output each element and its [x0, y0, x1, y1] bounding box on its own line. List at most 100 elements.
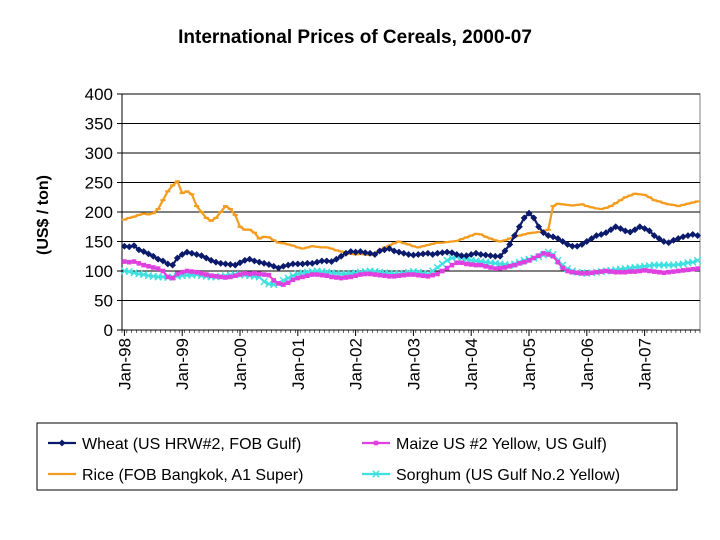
maize-point: [536, 253, 541, 258]
maize-point: [550, 253, 556, 259]
sorghum-point: [438, 260, 447, 268]
wheat-point: [255, 258, 263, 266]
wheat-point: [506, 240, 514, 249]
wheat-point: [323, 257, 331, 265]
maize-point: [411, 272, 416, 277]
y-tick-label: 150: [85, 233, 113, 252]
wheat-point: [226, 260, 234, 269]
wheat-point: [337, 252, 345, 260]
legend-item-sorghum: Sorghum (US Gulf No.2 Yellow): [362, 467, 620, 484]
wheat-point: [443, 248, 451, 256]
maize-point: [362, 271, 368, 277]
wheat-point: [501, 247, 509, 255]
maize-point: [478, 262, 484, 268]
wheat-point: [559, 237, 567, 246]
maize-point: [671, 269, 676, 274]
wheat-point: [660, 237, 668, 246]
wheat-point: [188, 249, 196, 257]
y-tick-label: 50: [94, 292, 113, 311]
wheat-point: [400, 249, 408, 257]
maize-point: [271, 278, 277, 283]
wheat-point: [612, 223, 620, 231]
maize-point: [608, 269, 614, 274]
maize-point: [353, 273, 358, 279]
wheat-point: [616, 224, 625, 233]
maize-point: [319, 272, 325, 278]
sorghum-point: [689, 258, 697, 266]
wheat-point: [361, 249, 369, 257]
y-tick-label: 250: [85, 174, 113, 193]
wheat-point: [236, 259, 244, 267]
wheat-point: [169, 261, 177, 269]
maize-point: [406, 272, 411, 277]
wheat-point: [332, 255, 340, 263]
y-tick-label: 400: [85, 85, 113, 104]
maize-point: [136, 261, 142, 266]
sorghum-point: [693, 256, 702, 265]
maize-point: [261, 272, 267, 277]
legend-label: Sorghum (US Gulf No.2 Yellow): [396, 467, 620, 484]
maize-point: [218, 274, 224, 280]
sorghum-point: [433, 263, 442, 272]
maize-point: [642, 268, 647, 273]
wheat-point: [202, 254, 210, 262]
maize-point: [565, 268, 570, 274]
wheat-point: [356, 247, 364, 256]
wheat-point: [159, 257, 167, 265]
maize-point: [492, 266, 498, 271]
y-axis-label: (US$ / ton): [35, 175, 52, 255]
maize-point: [247, 271, 252, 277]
wheat-point: [645, 227, 653, 235]
maize-point: [155, 266, 161, 271]
maize-point: [295, 275, 301, 281]
y-tick-label: 0: [104, 321, 113, 340]
maize-point: [685, 267, 691, 273]
wheat-point: [458, 252, 466, 260]
x-tick-label: Jan-06: [578, 338, 597, 390]
maize-point: [276, 281, 281, 286]
maize-point: [367, 271, 373, 277]
wheat-point: [477, 250, 485, 259]
wheat-point: [655, 234, 663, 243]
sorghum-point: [443, 256, 451, 265]
maize-point: [285, 280, 291, 286]
x-tick-label: Jan-01: [289, 338, 308, 390]
wheat-point: [482, 251, 490, 259]
maize-point: [468, 262, 474, 267]
wheat-point: [250, 257, 259, 265]
legend-swatch-marker: [373, 440, 379, 446]
wheat-point: [689, 230, 697, 238]
x-tick-label: Jan-99: [173, 338, 192, 390]
maize-point: [179, 269, 185, 275]
wheat-point: [530, 214, 538, 222]
series-maize: [122, 251, 700, 287]
maize-point: [454, 260, 460, 266]
maize-point: [507, 263, 513, 269]
maize-point: [647, 268, 652, 274]
wheat-point: [641, 224, 649, 233]
y-tick-label: 350: [85, 115, 113, 134]
wheat-point: [144, 250, 153, 258]
maize-point: [300, 274, 305, 280]
maize-point: [256, 271, 262, 277]
maize-point: [213, 274, 219, 279]
maize-point: [194, 269, 199, 275]
maize-point: [666, 269, 671, 275]
y-tick-label: 100: [85, 262, 113, 281]
x-tick-label: Jan-07: [636, 338, 655, 390]
maize-point: [584, 271, 590, 276]
wheat-point: [197, 252, 206, 260]
legend-swatch-marker: [58, 439, 66, 447]
maize-point: [396, 273, 402, 279]
maize-point: [440, 268, 445, 274]
wheat-point: [544, 232, 552, 240]
maize-point: [464, 261, 469, 267]
maize-point: [656, 269, 662, 275]
maize-point: [223, 275, 228, 280]
maize-point: [160, 268, 166, 274]
maize-point: [613, 269, 619, 275]
maize-point: [570, 269, 575, 275]
wheat-point: [327, 258, 336, 266]
y-tick-label: 300: [85, 144, 113, 163]
